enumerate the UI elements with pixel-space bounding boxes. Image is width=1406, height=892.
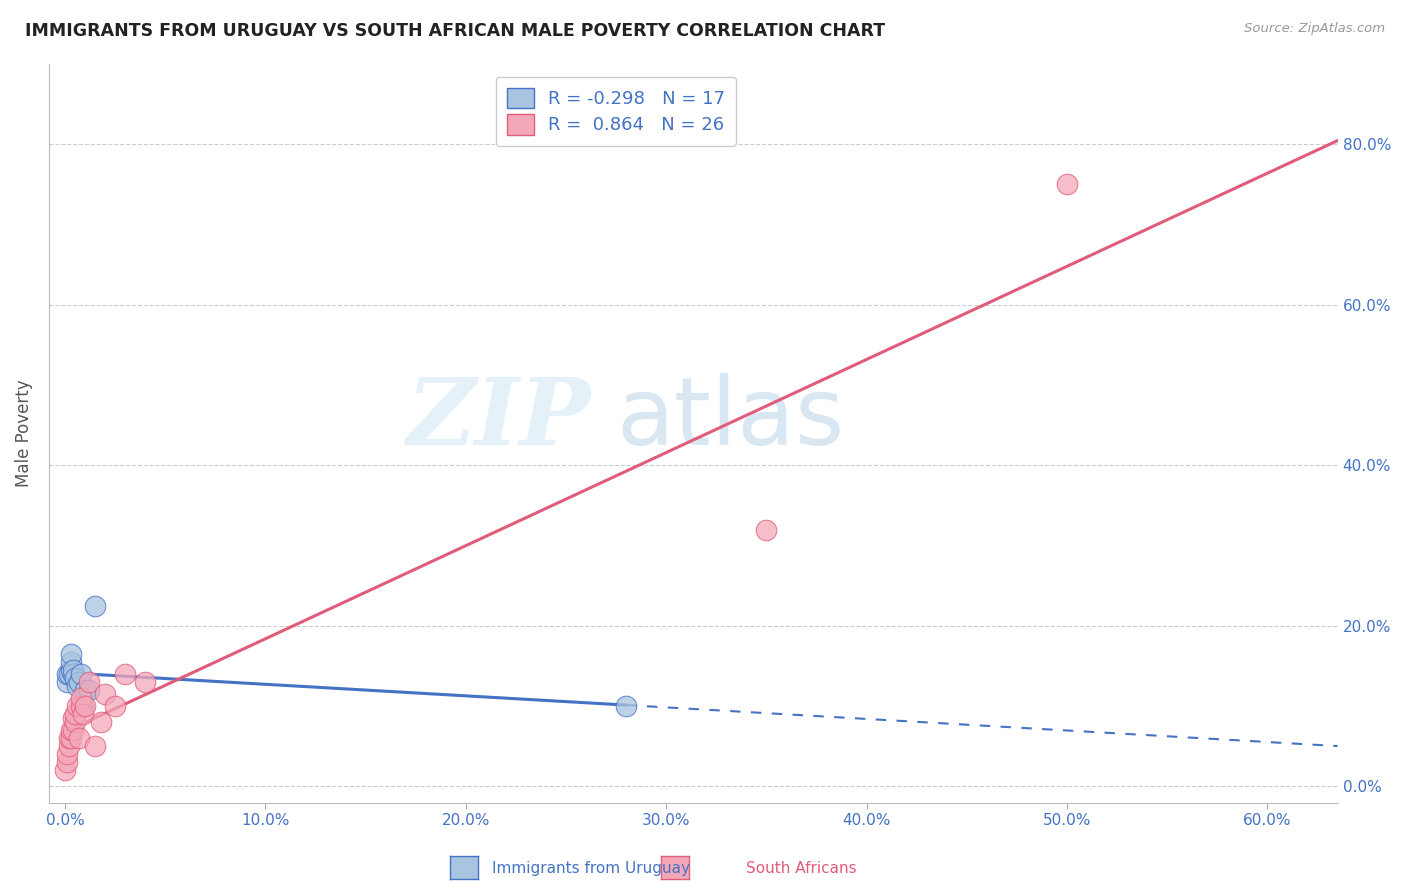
Text: Immigrants from Uruguay: Immigrants from Uruguay — [492, 861, 689, 876]
Point — [72, 707, 94, 722]
Point — [62, 667, 84, 681]
Point — [66, 699, 89, 714]
Point — [84, 599, 107, 613]
Point — [56, 675, 79, 690]
Point — [60, 723, 83, 738]
Text: ZIP: ZIP — [406, 374, 591, 464]
Point — [60, 663, 83, 677]
Point — [1056, 178, 1078, 192]
Text: South Africans: South Africans — [747, 861, 856, 876]
Point — [94, 687, 117, 701]
Point — [56, 667, 79, 681]
Point — [614, 699, 637, 714]
Point — [84, 739, 107, 754]
Y-axis label: Male Poverty: Male Poverty — [15, 379, 32, 487]
Point — [58, 667, 80, 681]
Point — [104, 699, 127, 714]
Text: Source: ZipAtlas.com: Source: ZipAtlas.com — [1244, 22, 1385, 36]
Point — [56, 747, 79, 762]
Point — [73, 699, 96, 714]
Point — [62, 723, 84, 738]
Point — [67, 675, 90, 690]
Point — [60, 655, 83, 669]
Point — [755, 523, 778, 537]
Text: atlas: atlas — [616, 373, 844, 465]
Legend: R = -0.298   N = 17, R =  0.864   N = 26: R = -0.298 N = 17, R = 0.864 N = 26 — [496, 77, 737, 145]
Point — [62, 663, 84, 677]
Point — [66, 679, 89, 693]
Point — [58, 731, 80, 746]
Point — [63, 707, 86, 722]
Point — [70, 699, 93, 714]
Point — [67, 731, 90, 746]
Point — [53, 764, 76, 778]
Point — [134, 675, 156, 690]
Point — [63, 715, 86, 730]
Point — [56, 756, 79, 770]
Point — [60, 647, 83, 661]
Point — [60, 731, 83, 746]
Text: IMMIGRANTS FROM URUGUAY VS SOUTH AFRICAN MALE POVERTY CORRELATION CHART: IMMIGRANTS FROM URUGUAY VS SOUTH AFRICAN… — [25, 22, 886, 40]
Point — [72, 699, 94, 714]
Point — [114, 667, 136, 681]
Point — [77, 675, 100, 690]
Point — [62, 711, 84, 725]
Point — [63, 671, 86, 685]
Point — [73, 683, 96, 698]
Point — [70, 667, 93, 681]
Point — [70, 691, 93, 706]
Point — [77, 683, 100, 698]
Point — [58, 739, 80, 754]
Point — [90, 715, 112, 730]
